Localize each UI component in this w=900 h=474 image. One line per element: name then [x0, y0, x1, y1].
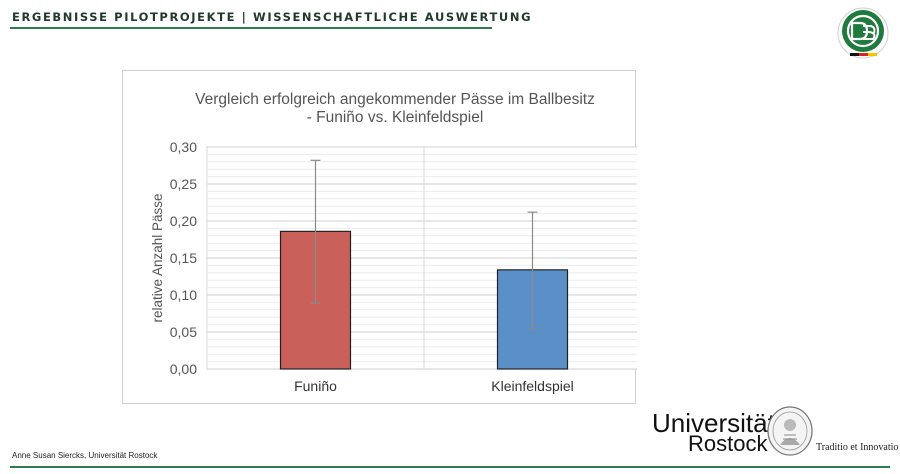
y-axis-label: relative Anzahl Pässe	[150, 193, 165, 322]
university-seal-icon	[767, 406, 813, 456]
bar-chart: Vergleich erfolgreich angekommender Päss…	[150, 91, 637, 394]
x-tick-label: Kleinfeldspiel	[491, 378, 574, 394]
dfb-logo-icon	[837, 7, 889, 59]
y-tick-label: 0,25	[170, 176, 197, 192]
chart-frame: Vergleich erfolgreich angekommender Päss…	[122, 70, 637, 404]
page-title: ERGEBNISSE PILOTPROJEKTE | WISSENSCHAFTL…	[12, 10, 533, 24]
y-tick-label: 0,30	[170, 139, 197, 155]
chart-subtitle: - Funiño vs. Kleinfeldspiel	[307, 109, 484, 126]
x-tick-label: Funiño	[294, 378, 337, 394]
y-tick-label: 0,20	[170, 213, 197, 229]
chart-title: Vergleich erfolgreich angekommender Päss…	[195, 91, 595, 108]
header-divider	[10, 27, 492, 29]
university-name: Universität	[652, 408, 775, 438]
footer-author: Anne Susan Siercks, Universität Rostock	[12, 451, 158, 460]
footer-divider	[10, 466, 890, 468]
y-tick-label: 0,15	[170, 250, 197, 266]
university-city: Rostock	[688, 431, 768, 456]
y-tick-label: 0,05	[170, 324, 197, 340]
y-tick-label: 0,10	[170, 287, 197, 303]
y-tick-label: 0,00	[170, 361, 197, 377]
university-motto: Traditio et Innovatio	[816, 442, 899, 453]
